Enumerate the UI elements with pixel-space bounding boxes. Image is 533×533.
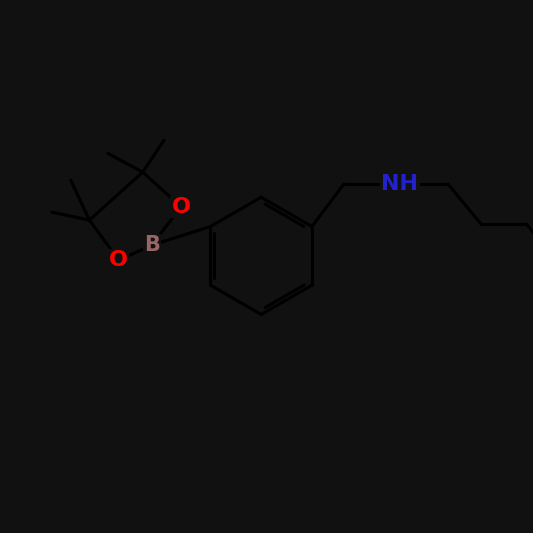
Text: O: O — [172, 197, 191, 217]
Text: NH: NH — [382, 174, 418, 194]
Text: O: O — [109, 250, 128, 270]
Text: B: B — [144, 235, 160, 255]
